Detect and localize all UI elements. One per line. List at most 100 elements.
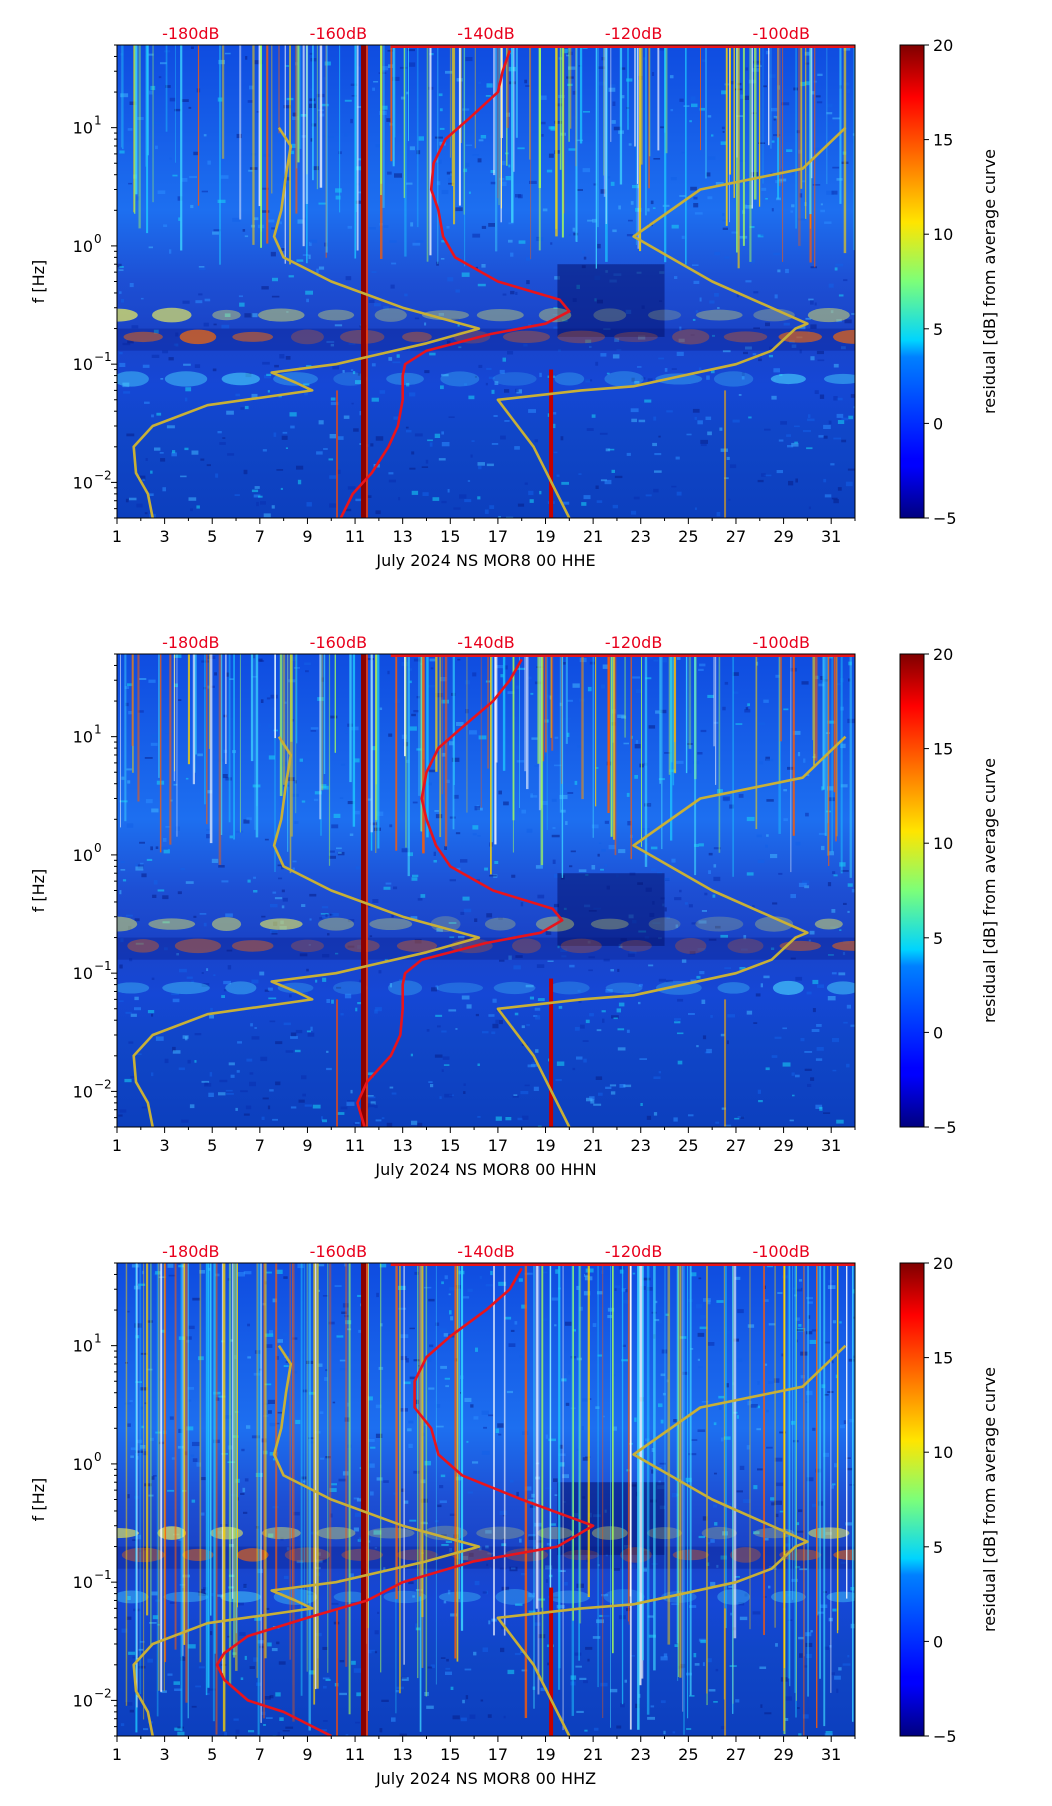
x-tick-label: 25 [678,527,698,546]
y-tick-label: 10 [73,1573,93,1592]
x-tick-label: 31 [821,1136,841,1155]
persistent-line [361,654,367,1127]
microseism-blob [221,372,261,386]
x-tick-label: 29 [773,527,793,546]
microseism-blob [808,1527,850,1539]
y-axis-label: f [Hz] [29,260,48,304]
y-axis-label: f [Hz] [29,869,48,913]
microseism-blob [823,373,855,385]
y-tick-exponent: 1 [94,114,102,128]
microseism-blob [332,981,368,995]
curve-gold-reference-1 [132,126,481,518]
microseism-blob [476,1526,525,1540]
microseism-blob [440,371,480,387]
quiet-region [557,873,665,946]
persistent-line [336,1608,339,1736]
microseism-blob [290,329,324,345]
persistent-line [366,654,369,1127]
x-tick-label: 23 [631,527,651,546]
microseism-blob [232,331,274,342]
y-tick-label: 10 [73,1691,93,1710]
x-tick-label: 23 [631,1136,651,1155]
microseism-blob [727,938,764,954]
microseism-blob [257,308,305,322]
y-tick-label: 10 [73,846,93,865]
x-tick-label: 3 [160,1136,170,1155]
x-tick-label: 17 [488,1136,508,1155]
microseism-blob [554,372,585,386]
microseism-blob [590,918,629,930]
microseism-blob [730,1547,761,1563]
microseism-blob [225,981,257,995]
colorbar-tick-label: −5 [933,509,957,528]
x-tick-label: 7 [255,1136,265,1155]
microseism-blob [672,329,710,345]
top-db-label: -140dB [457,633,514,652]
colorbar-tick-label: 15 [933,131,953,150]
x-tick-label: 25 [678,1136,698,1155]
x-tick-label: 31 [821,527,841,546]
microseism-blob [367,1527,415,1539]
y-tick-exponent: −2 [94,468,112,482]
microseism-blob [148,918,196,930]
top-db-label: -120dB [605,633,662,652]
microseism-blob [695,916,744,932]
microseism-blob [502,330,551,344]
microseism-blob [495,1589,534,1605]
microseism-blob [423,1525,468,1541]
microseism-blob [754,916,794,932]
microseism-blob [814,918,843,930]
microseism-blob [436,982,484,994]
microseism-blob [832,940,855,951]
x-tick-label: 1 [112,1136,122,1155]
y-tick-label: 10 [73,119,93,138]
microseism-blob [388,980,423,996]
transient-stripes [120,45,855,269]
microseism-blob [538,307,572,323]
x-tick-label: 13 [392,527,412,546]
spectrogram-background [117,45,855,518]
x-axis-label: July 2024 NS MOR8 00 HHE [375,551,595,570]
x-tick-label: 1 [112,527,122,546]
dark-band [117,937,855,960]
x-tick-label: 27 [726,1745,746,1764]
microseism-blob [117,308,138,322]
microseism-blob [614,331,658,343]
colorbar-tick-label: 0 [933,1023,943,1042]
colorbar-tick-label: 15 [933,1349,953,1368]
y-tick-label: 10 [73,1337,93,1356]
colorbar-tick-label: 0 [933,414,943,433]
microseism-blob [701,1526,737,1540]
microseism-blob [675,937,707,954]
x-tick-label: 17 [488,1745,508,1764]
y-tick-exponent: 1 [94,1332,102,1346]
plot-area [117,45,855,518]
x-tick-label: 17 [488,527,508,546]
microseism-blob [117,1528,139,1539]
curve-gold-reference-2 [496,1344,847,1736]
top-db-label: -180dB [162,633,219,652]
persistent-line [366,1263,369,1736]
microseism-blob [369,918,413,931]
top-db-label: -120dB [605,1242,662,1261]
microseism-blob [402,331,432,343]
microseism-blob [476,308,524,322]
microseism-blob [261,1527,301,1540]
microseism-blob [174,938,222,954]
microseism-blob [648,917,681,931]
microseism-blob [316,1526,356,1540]
plot-area [117,654,855,1127]
colorbar-tick-label: 20 [933,36,953,55]
x-tick-label: 15 [440,527,460,546]
top-red-band [390,654,855,657]
x-tick-label: 13 [392,1136,412,1155]
top-db-label: -100dB [752,24,809,43]
microseism-blob [772,980,804,995]
top-red-band [390,1263,855,1266]
persistent-line [549,369,554,518]
colorbar-label: residual [dB] from average curve [980,1367,999,1632]
microseism-blob [560,938,602,954]
